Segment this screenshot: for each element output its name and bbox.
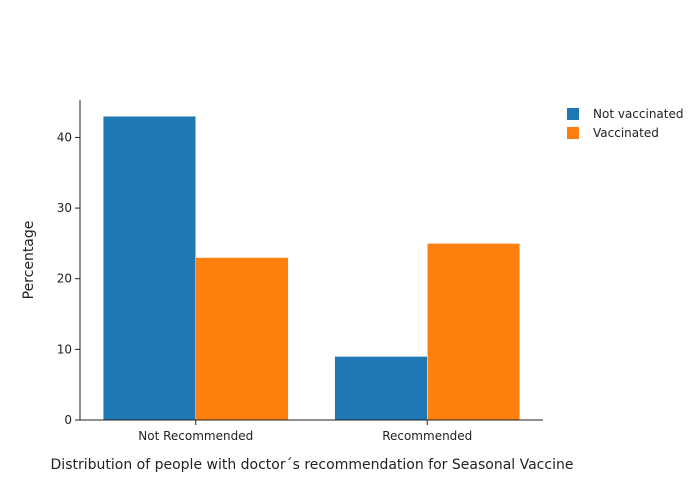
- y-tick-label: 40: [57, 130, 72, 144]
- x-axis-title: Distribution of people with doctor´s rec…: [51, 457, 574, 473]
- bars: [102, 115, 521, 421]
- y-axis-title: Percentage: [21, 221, 37, 300]
- legend-label[interactable]: Not vaccinated: [593, 107, 684, 121]
- bar-not-vaccinated-recommended[interactable]: [334, 356, 428, 421]
- bar-not-vaccinated-not-recommended[interactable]: [102, 115, 196, 421]
- y-tick-label: 0: [64, 413, 72, 427]
- legend-swatch-not-vaccinated[interactable]: [567, 108, 579, 120]
- legend-label[interactable]: Vaccinated: [593, 126, 659, 140]
- y-axis-ticks: 0 10 20 30 40: [57, 130, 80, 427]
- bar-vaccinated-recommended[interactable]: [427, 243, 521, 421]
- legend: Not vaccinated Vaccinated: [567, 107, 684, 140]
- x-axis-ticks: Not Recommended Recommended: [138, 420, 472, 443]
- legend-swatch-vaccinated[interactable]: [567, 127, 579, 139]
- x-tick-label: Not Recommended: [138, 429, 253, 443]
- y-tick-label: 20: [57, 272, 72, 286]
- y-tick-label: 10: [57, 342, 72, 356]
- y-tick-label: 30: [57, 201, 72, 215]
- bar-vaccinated-not-recommended[interactable]: [195, 257, 289, 421]
- x-tick-label: Recommended: [382, 429, 472, 443]
